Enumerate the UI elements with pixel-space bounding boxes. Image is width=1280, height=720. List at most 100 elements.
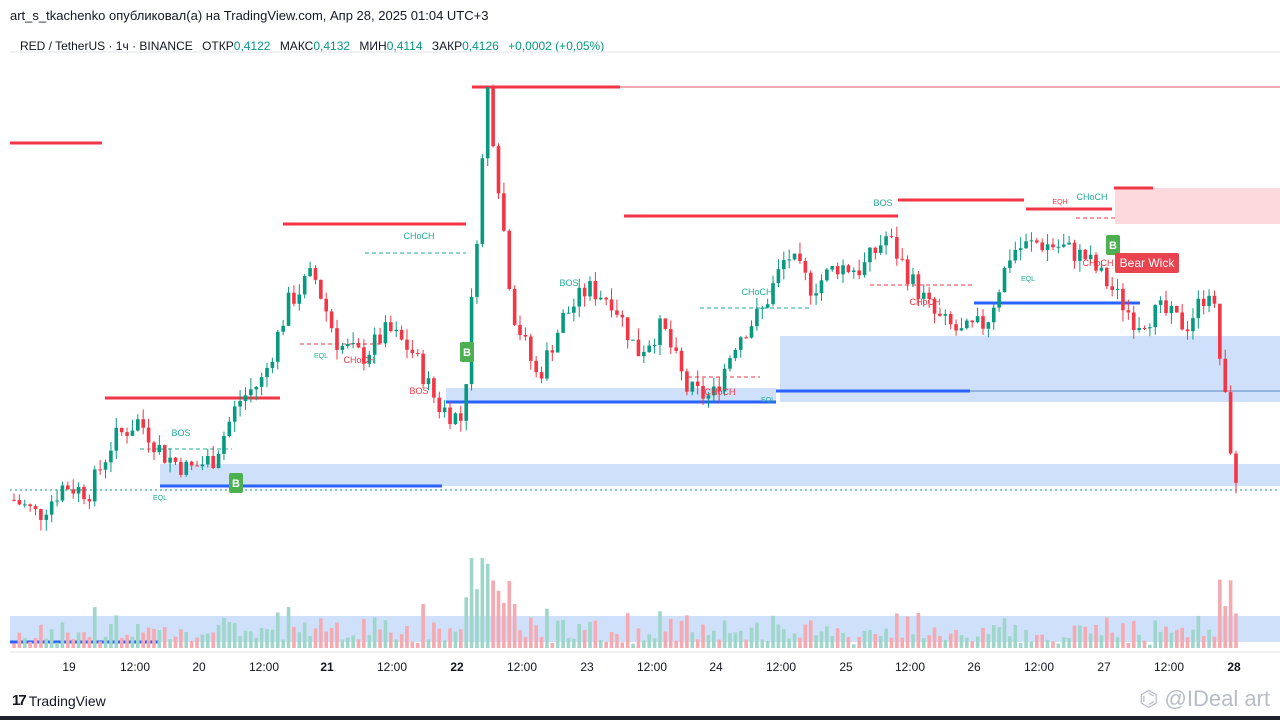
- volume-bar: [378, 629, 382, 648]
- candle-body: [658, 318, 662, 346]
- structure-label: CHoCH: [1076, 192, 1107, 202]
- volume-bar: [98, 641, 102, 648]
- candle-body: [1234, 453, 1238, 483]
- candle-body: [211, 455, 215, 469]
- volume-bar: [927, 635, 931, 648]
- volume-bar: [814, 635, 818, 648]
- volume-bar: [1148, 644, 1152, 648]
- candle-body: [437, 397, 442, 413]
- volume-bar: [103, 636, 108, 648]
- candle-body: [685, 371, 689, 392]
- candle-body: [916, 274, 921, 299]
- x-axis-tick-label: 25: [839, 660, 853, 674]
- candle-body: [17, 500, 22, 505]
- structure-label: CHoCH: [403, 231, 434, 241]
- volume-bar: [1196, 615, 1201, 648]
- candle-body: [1067, 242, 1071, 245]
- volume-bar: [582, 630, 587, 648]
- candle-body: [399, 329, 404, 340]
- volume-bar: [1029, 641, 1034, 648]
- volume-bar: [367, 634, 372, 648]
- candle-body: [442, 407, 447, 413]
- candle-body: [1185, 329, 1190, 332]
- volume-bar: [1008, 636, 1012, 648]
- candle-body: [275, 331, 280, 362]
- candle-body: [157, 445, 162, 453]
- volume-bar: [437, 628, 442, 648]
- change-value: +0,0002 (+0,05%): [508, 39, 605, 53]
- volume-bar: [1072, 625, 1077, 648]
- volume-bar: [835, 628, 840, 648]
- volume-bar: [464, 597, 468, 648]
- volume-bar: [1121, 623, 1125, 648]
- candle-body: [555, 332, 560, 353]
- structure-label: EQL: [314, 353, 328, 360]
- volume-bar: [1051, 641, 1055, 648]
- candle-body: [1018, 248, 1023, 250]
- candle-body: [1126, 310, 1131, 313]
- volume-bar: [539, 636, 544, 648]
- volume-bar: [448, 628, 452, 648]
- volume-bar: [313, 628, 318, 648]
- candle-body: [421, 353, 425, 385]
- candle-body: [1169, 305, 1174, 314]
- candle-body: [588, 281, 592, 297]
- candle-body: [1201, 298, 1206, 307]
- volume-bar: [663, 631, 668, 648]
- candle-body: [782, 260, 786, 270]
- candle-body: [367, 354, 372, 364]
- volume-bar: [755, 622, 759, 648]
- candle-body: [1002, 268, 1007, 293]
- candle-body: [631, 339, 635, 341]
- volume-bar: [905, 616, 910, 648]
- volume-bar: [125, 634, 129, 648]
- volume-bar: [1207, 629, 1211, 648]
- candle-body: [49, 501, 54, 515]
- volume-bar: [598, 639, 603, 648]
- candle-body: [324, 298, 329, 312]
- candle-body: [394, 329, 399, 332]
- volume-bar: [109, 624, 113, 648]
- candle-body: [819, 280, 824, 294]
- candle-body: [292, 292, 296, 304]
- candle-body: [232, 406, 237, 422]
- volume-bar: [658, 611, 662, 648]
- candle-body: [141, 419, 145, 428]
- volume-bar: [1191, 629, 1195, 648]
- volume-zone: [10, 616, 1280, 642]
- volume-bar: [399, 634, 404, 648]
- tradingview-logo[interactable]: 17 TradingView: [12, 692, 106, 709]
- candle-body: [701, 385, 705, 399]
- candle-body: [1228, 392, 1233, 454]
- candle-body: [921, 292, 926, 299]
- volume-bar: [426, 639, 431, 648]
- volume-bar: [28, 641, 32, 648]
- candle-body: [566, 312, 571, 314]
- candle-body: [776, 269, 781, 284]
- volume-bar: [39, 624, 43, 648]
- candle-body: [71, 489, 76, 494]
- candle-body: [12, 499, 16, 501]
- candle-body: [475, 243, 479, 297]
- candle-body: [496, 146, 501, 194]
- volume-bar: [324, 631, 329, 648]
- candle-body: [604, 297, 608, 300]
- candle-body: [1212, 295, 1217, 304]
- open-label: ОТКР: [202, 39, 234, 53]
- candle-body: [1218, 303, 1222, 359]
- volume-bar: [857, 637, 861, 648]
- volume-bar: [130, 636, 135, 648]
- candle-body: [765, 304, 770, 308]
- volume-bar: [749, 627, 754, 648]
- volume-bar: [141, 632, 145, 648]
- volume-bar: [965, 637, 969, 648]
- candle-body: [679, 350, 684, 372]
- volume-bar: [566, 637, 571, 648]
- volume-bar: [862, 630, 867, 648]
- high-label: МАКС: [279, 39, 314, 53]
- volume-bar: [884, 628, 888, 648]
- candle-body: [286, 292, 291, 326]
- volume-bar: [356, 639, 361, 648]
- x-axis-tick-label: 26: [967, 660, 981, 674]
